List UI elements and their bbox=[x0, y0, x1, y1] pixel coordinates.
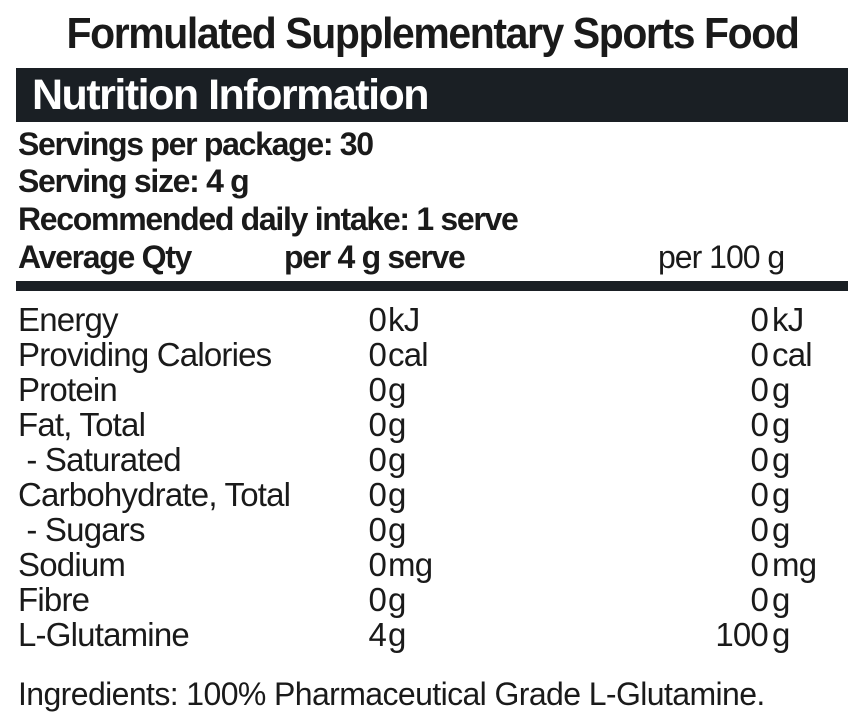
per-serve-value: 0 bbox=[368, 511, 386, 548]
nutrient-name: Fibre bbox=[18, 581, 90, 618]
per-100g-unit: g bbox=[772, 476, 790, 513]
nutrient-row-protein: Protein 0 g 0 g bbox=[16, 372, 848, 407]
per-100g-value: 100 bbox=[715, 616, 768, 653]
per-serve-unit: g bbox=[388, 441, 406, 478]
per-serve-unit: mg bbox=[388, 546, 433, 583]
per-100g-value: 0 bbox=[750, 511, 768, 548]
nutrient-row-sugars: - Sugars 0 g 0 g bbox=[16, 512, 848, 547]
per-serve-value: 0 bbox=[368, 581, 386, 618]
nutrient-name: Carbohydrate, Total bbox=[18, 476, 291, 513]
per-100g-value: 0 bbox=[750, 371, 768, 408]
nutrient-name: Sodium bbox=[18, 546, 126, 583]
product-title: Formulated Supplementary Sports Food bbox=[66, 9, 800, 58]
nutrient-name: - Sugars bbox=[18, 511, 145, 548]
nutrient-name: Providing Calories bbox=[18, 336, 272, 373]
per-serve-unit: cal bbox=[388, 336, 429, 373]
per-serve-value: 0 bbox=[368, 371, 386, 408]
per-100g-unit: kJ bbox=[772, 301, 804, 338]
per-100g-unit: g bbox=[772, 511, 790, 548]
recommended-daily-intake: Recommended daily intake: 1 serve bbox=[18, 201, 519, 237]
per-100g-unit: g bbox=[772, 616, 790, 653]
ingredients-statement: Ingredients: 100% Pharmaceutical Grade L… bbox=[18, 676, 765, 712]
per-100g-unit: cal bbox=[772, 336, 813, 373]
per-serve-value: 0 bbox=[368, 476, 386, 513]
per-serve-unit: kJ bbox=[388, 301, 420, 338]
per-100g-value: 0 bbox=[750, 441, 768, 478]
column-header-per-serve: per 4 g serve bbox=[284, 239, 466, 275]
per-100g-value: 0 bbox=[750, 336, 768, 373]
per-100g-value: 0 bbox=[750, 581, 768, 618]
per-serve-unit: g bbox=[388, 581, 406, 618]
per-100g-value: 0 bbox=[750, 301, 768, 338]
nutrient-name: Protein bbox=[18, 371, 118, 408]
nutrient-name: - Saturated bbox=[18, 441, 181, 478]
per-100g-value: 0 bbox=[750, 546, 768, 583]
nutrient-row-sodium: Sodium 0 mg 0 mg bbox=[16, 547, 848, 582]
nutrient-row-calories: Providing Calories 0 cal 0 cal bbox=[16, 337, 848, 372]
nutrient-row-fibre: Fibre 0 g 0 g bbox=[16, 582, 848, 617]
servings-per-package: Servings per package: 30 bbox=[18, 126, 374, 162]
serving-size: Serving size: 4 g bbox=[18, 163, 250, 199]
nutrient-row-fat-total: Fat, Total 0 g 0 g bbox=[16, 407, 848, 442]
nutrient-name: Energy bbox=[18, 301, 119, 338]
divider-rule bbox=[16, 281, 848, 291]
nutrient-table: Energy 0 kJ 0 kJ Providing Calories 0 ca… bbox=[16, 302, 848, 652]
per-serve-value: 0 bbox=[368, 336, 386, 373]
per-100g-unit: mg bbox=[772, 546, 817, 583]
per-serve-value: 0 bbox=[368, 546, 386, 583]
per-serve-value: 0 bbox=[368, 441, 386, 478]
per-100g-unit: g bbox=[772, 371, 790, 408]
column-header-average-qty: Average Qty bbox=[18, 239, 192, 275]
per-serve-value: 4 bbox=[368, 616, 386, 653]
per-serve-value: 0 bbox=[368, 301, 386, 338]
per-serve-unit: g bbox=[388, 511, 406, 548]
nutrition-panel: Nutrition Information Servings per packa… bbox=[16, 68, 848, 678]
per-serve-unit: g bbox=[388, 406, 406, 443]
per-100g-unit: g bbox=[772, 406, 790, 443]
nutrient-name: Fat, Total bbox=[18, 406, 146, 443]
nutrient-row-carbohydrate-total: Carbohydrate, Total 0 g 0 g bbox=[16, 477, 848, 512]
per-100g-value: 0 bbox=[750, 476, 768, 513]
per-serve-unit: g bbox=[388, 616, 406, 653]
column-header-per-100g: per 100 g bbox=[658, 239, 785, 275]
per-serve-unit: g bbox=[388, 371, 406, 408]
nutrition-header: Nutrition Information bbox=[16, 68, 848, 122]
per-100g-unit: g bbox=[772, 581, 790, 618]
per-serve-unit: g bbox=[388, 476, 406, 513]
nutrient-row-saturated: - Saturated 0 g 0 g bbox=[16, 442, 848, 477]
per-100g-unit: g bbox=[772, 441, 790, 478]
per-serve-value: 0 bbox=[368, 406, 386, 443]
per-100g-value: 0 bbox=[750, 406, 768, 443]
nutrient-row-l-glutamine: L-Glutamine 4 g 100 g bbox=[16, 617, 848, 652]
nutrient-row-energy: Energy 0 kJ 0 kJ bbox=[16, 302, 848, 337]
nutrient-name: L-Glutamine bbox=[18, 616, 190, 653]
